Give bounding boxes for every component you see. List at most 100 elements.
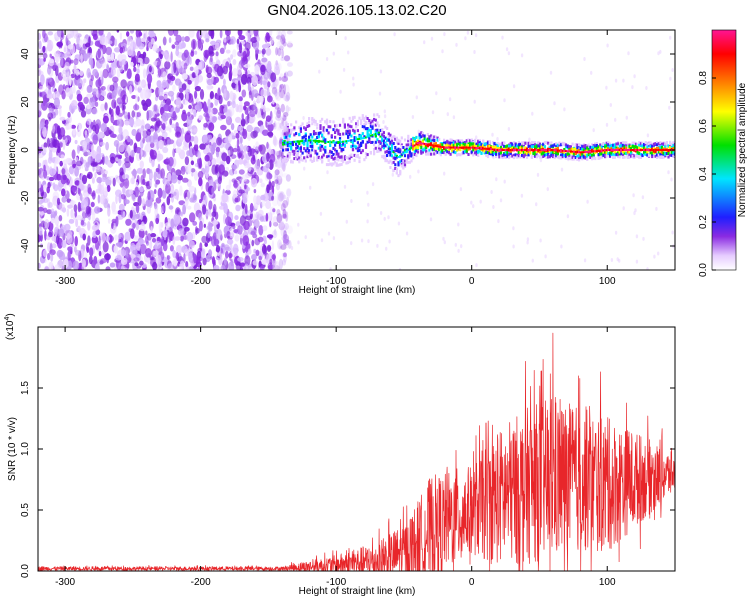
- noise-speckle: [189, 266, 193, 270]
- ridge-cell: [317, 135, 320, 139]
- noise-speckle: [286, 42, 293, 48]
- noise-speckle: [207, 229, 211, 239]
- noise-speckle: [174, 78, 182, 86]
- noise-speckle: [319, 211, 323, 216]
- ridge-cell: [321, 144, 324, 148]
- noise-speckle: [282, 162, 286, 172]
- noise-speckle: [276, 159, 283, 169]
- noise-speckle: [272, 139, 279, 146]
- noise-speckle: [94, 206, 101, 214]
- noise-speckle: [209, 91, 214, 99]
- noise-speckle: [86, 93, 94, 98]
- noise-speckle: [105, 46, 113, 56]
- noise-speckle: [239, 136, 243, 144]
- noise-speckle: [145, 98, 152, 108]
- noise-speckle: [250, 131, 257, 139]
- noise-speckle: [99, 70, 103, 81]
- noise-speckle: [186, 119, 192, 131]
- noise-speckle: [247, 248, 252, 255]
- noise-speckle: [117, 242, 123, 248]
- noise-speckle: [166, 196, 171, 206]
- noise-speckle: [118, 126, 123, 136]
- ridge-core: [394, 153, 397, 155]
- noise-speckle: [170, 218, 175, 229]
- noise-speckle: [56, 125, 61, 135]
- noise-speckle: [59, 160, 63, 167]
- noise-speckle: [366, 219, 369, 224]
- noise-speckle: [101, 182, 105, 191]
- noise-speckle: [173, 30, 179, 37]
- noise-speckle: [187, 111, 191, 117]
- noise-speckle: [435, 91, 438, 96]
- noise-speckle: [89, 96, 96, 108]
- noise-speckle: [281, 173, 289, 178]
- noise-speckle: [244, 215, 252, 221]
- noise-speckle: [560, 244, 563, 249]
- noise-speckle: [98, 250, 102, 257]
- noise-speckle: [276, 191, 284, 202]
- noise-speckle: [236, 76, 242, 82]
- noise-speckle: [136, 167, 144, 174]
- noise-speckle: [104, 102, 108, 111]
- noise-speckle: [48, 202, 53, 208]
- noise-speckle: [267, 95, 273, 103]
- noise-speckle: [100, 258, 107, 264]
- figure-title: GN04.2026.105.13.02.C20: [267, 2, 446, 19]
- noise-speckle: [193, 135, 199, 145]
- noise-speckle: [171, 44, 176, 49]
- noise-speckle: [52, 182, 56, 190]
- noise-speckle: [383, 109, 386, 114]
- ridge-cell: [321, 117, 324, 121]
- noise-speckle: [251, 75, 258, 86]
- noise-speckle: [205, 144, 213, 153]
- noise-speckle: [124, 120, 130, 126]
- noise-speckle: [142, 51, 147, 58]
- noise-speckle: [182, 204, 187, 215]
- noise-speckle: [150, 142, 155, 149]
- noise-speckle: [236, 38, 240, 45]
- noise-speckle: [238, 42, 243, 54]
- noise-speckle: [499, 198, 503, 203]
- ridge-cell: [306, 144, 309, 147]
- noise-speckle: [135, 94, 139, 103]
- noise-speckle: [212, 142, 217, 149]
- noise-speckle: [275, 161, 278, 168]
- noise-speckle: [383, 114, 387, 119]
- noise-speckle: [272, 258, 276, 268]
- noise-speckle: [472, 204, 475, 209]
- ridge-cell: [625, 141, 628, 145]
- noise-speckle: [148, 65, 152, 73]
- noise-speckle: [202, 204, 207, 215]
- noise-speckle: [283, 112, 289, 117]
- noise-speckle: [134, 84, 138, 91]
- noise-speckle: [250, 177, 258, 188]
- noise-speckle: [255, 249, 260, 256]
- noise-speckle: [194, 50, 198, 55]
- noise-speckle: [223, 44, 227, 50]
- noise-speckle: [367, 239, 370, 244]
- noise-speckle: [191, 171, 194, 177]
- noise-speckle: [473, 99, 476, 104]
- noise-speckle: [281, 114, 284, 122]
- noise-speckle: [76, 93, 83, 102]
- noise-speckle: [228, 134, 233, 142]
- noise-speckle: [275, 47, 279, 56]
- noise-speckle: [157, 68, 162, 78]
- noise-speckle: [43, 57, 46, 62]
- noise-speckle: [157, 163, 161, 175]
- noise-speckle: [83, 251, 88, 259]
- noise-speckle: [164, 98, 172, 106]
- noise-speckle: [210, 235, 217, 247]
- noise-speckle: [217, 176, 222, 185]
- noise-speckle: [47, 89, 52, 95]
- noise-speckle: [52, 80, 56, 89]
- noise-speckle: [99, 194, 106, 205]
- noise-speckle: [232, 224, 236, 230]
- noise-speckle: [272, 230, 278, 239]
- noise-speckle: [283, 252, 287, 263]
- noise-speckle: [536, 172, 540, 177]
- noise-speckle: [186, 231, 194, 242]
- ridge-cell: [399, 139, 402, 143]
- noise-speckle: [133, 66, 137, 73]
- ridge-cell: [342, 148, 345, 152]
